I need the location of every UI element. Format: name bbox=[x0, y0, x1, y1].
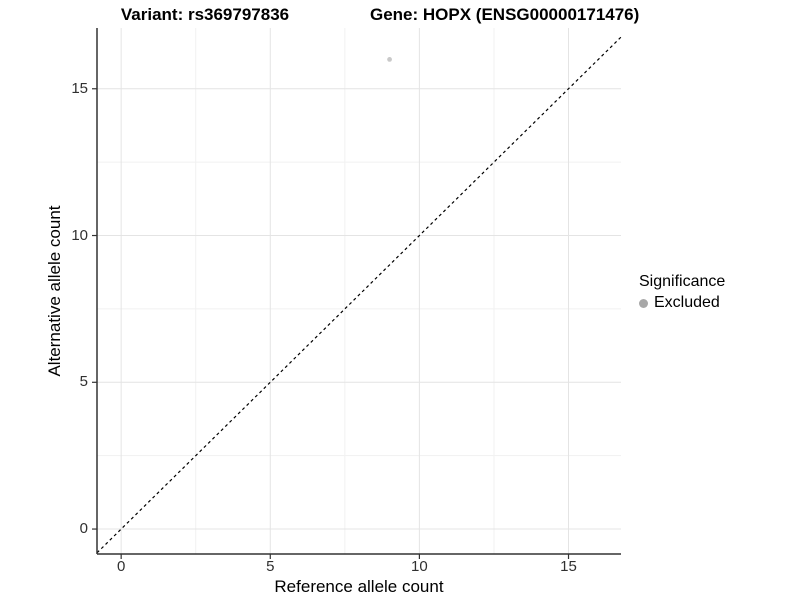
legend-item-excluded: Excluded bbox=[639, 293, 725, 313]
legend-item-label: Excluded bbox=[654, 294, 720, 311]
x-tick-label: 15 bbox=[560, 558, 577, 575]
legend-title: Significance bbox=[639, 273, 726, 290]
y-tick-label: 5 bbox=[79, 373, 88, 391]
identity-line bbox=[96, 36, 622, 554]
y-axis-title: Alternative allele count bbox=[45, 205, 64, 377]
plot-title-gene: Gene: HOPX (ENSG00000171476) bbox=[370, 5, 640, 24]
y-tick-label: 10 bbox=[71, 226, 88, 244]
legend-point-icon bbox=[639, 298, 648, 308]
legend-items: Excluded bbox=[639, 293, 725, 313]
plot-title-variant: Variant: rs369797836 bbox=[120, 5, 290, 24]
x-tick-label: 10 bbox=[411, 558, 428, 575]
data-point bbox=[387, 57, 392, 62]
x-tick-label: 5 bbox=[266, 558, 275, 575]
x-tick-label: 0 bbox=[116, 558, 126, 575]
y-tick-label: 0 bbox=[79, 520, 88, 538]
legend: Significance Excluded bbox=[639, 271, 725, 313]
x-axis-title: Reference allele count bbox=[274, 577, 444, 596]
y-tick-label: 15 bbox=[71, 79, 88, 97]
